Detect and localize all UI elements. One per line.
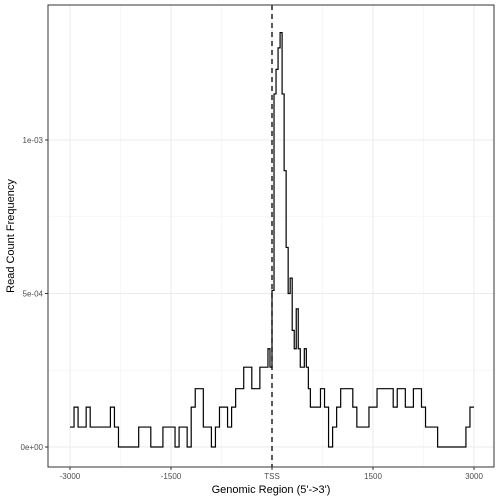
x-tick-label: 1500: [364, 472, 382, 481]
x-tick-label: TSS: [264, 472, 280, 481]
y-tick-label: 0e+00: [21, 443, 44, 452]
read-frequency-line: [70, 31, 474, 448]
x-tick-label: -1500: [161, 472, 182, 481]
y-tick-label: 5e-04: [23, 290, 44, 299]
y-tick-label: 1e-03: [23, 136, 44, 145]
y-axis-title: Read Count Frequency: [5, 179, 17, 293]
x-axis-title: Genomic Region (5'->3'): [212, 484, 331, 496]
series-layer: [70, 31, 474, 448]
x-tick-label: 3000: [465, 472, 483, 481]
plot-panel-border: [47, 4, 495, 468]
axes: -3000 -1500 TSS 1500 3000 0e+00 5e-04 1e-03: [21, 136, 484, 481]
x-tick-label: -3000: [60, 472, 81, 481]
